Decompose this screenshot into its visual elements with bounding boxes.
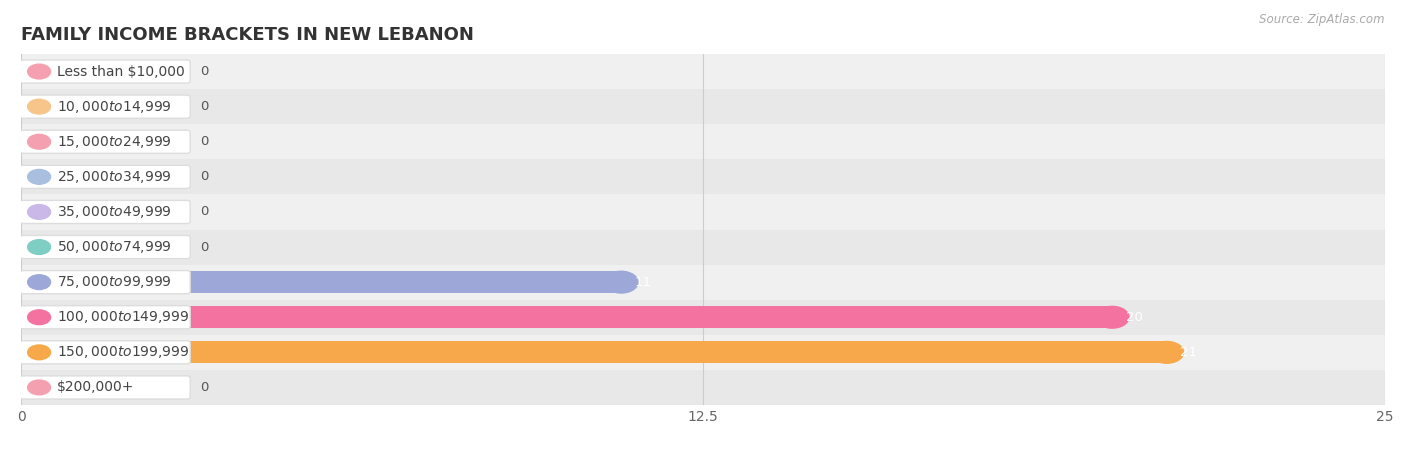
Text: 21: 21 — [1181, 346, 1198, 359]
Circle shape — [28, 240, 51, 254]
Bar — [21, 230, 1385, 265]
Bar — [21, 194, 1385, 230]
Circle shape — [28, 99, 51, 114]
Bar — [21, 300, 1385, 335]
Text: $75,000 to $99,999: $75,000 to $99,999 — [58, 274, 172, 290]
Bar — [21, 306, 1112, 328]
Bar — [21, 370, 1385, 405]
Text: 0: 0 — [201, 241, 209, 253]
Text: 0: 0 — [201, 171, 209, 183]
FancyBboxPatch shape — [20, 270, 190, 294]
FancyBboxPatch shape — [20, 200, 190, 224]
Text: Source: ZipAtlas.com: Source: ZipAtlas.com — [1260, 14, 1385, 27]
FancyBboxPatch shape — [20, 341, 190, 364]
Text: $10,000 to $14,999: $10,000 to $14,999 — [58, 99, 172, 115]
Bar — [21, 335, 1385, 370]
Text: Less than $10,000: Less than $10,000 — [58, 64, 184, 79]
FancyBboxPatch shape — [20, 95, 190, 118]
Text: 11: 11 — [636, 276, 652, 288]
FancyBboxPatch shape — [20, 306, 190, 329]
Text: 0: 0 — [201, 65, 209, 78]
Text: $35,000 to $49,999: $35,000 to $49,999 — [58, 204, 172, 220]
Text: 0: 0 — [201, 206, 209, 218]
Text: 0: 0 — [201, 100, 209, 113]
Bar — [21, 54, 1385, 89]
Text: $200,000+: $200,000+ — [58, 380, 135, 395]
Bar — [21, 89, 1385, 124]
Text: 0: 0 — [201, 135, 209, 148]
FancyBboxPatch shape — [20, 376, 190, 399]
Circle shape — [28, 310, 51, 324]
Circle shape — [28, 345, 51, 360]
Circle shape — [1095, 306, 1129, 328]
Circle shape — [28, 170, 51, 184]
Text: $150,000 to $199,999: $150,000 to $199,999 — [58, 344, 190, 360]
Bar — [21, 342, 1167, 363]
Text: $25,000 to $34,999: $25,000 to $34,999 — [58, 169, 172, 185]
FancyBboxPatch shape — [20, 235, 190, 259]
Circle shape — [605, 271, 638, 293]
Bar — [21, 265, 1385, 300]
Text: 20: 20 — [1126, 311, 1143, 324]
Circle shape — [28, 275, 51, 289]
Bar — [21, 159, 1385, 194]
Text: 0: 0 — [201, 381, 209, 394]
Circle shape — [1150, 342, 1184, 363]
Text: FAMILY INCOME BRACKETS IN NEW LEBANON: FAMILY INCOME BRACKETS IN NEW LEBANON — [21, 26, 474, 44]
Circle shape — [28, 64, 51, 79]
Text: $100,000 to $149,999: $100,000 to $149,999 — [58, 309, 190, 325]
FancyBboxPatch shape — [20, 130, 190, 153]
FancyBboxPatch shape — [20, 60, 190, 83]
Bar — [21, 271, 621, 293]
Text: $15,000 to $24,999: $15,000 to $24,999 — [58, 134, 172, 150]
Circle shape — [28, 380, 51, 395]
Text: $50,000 to $74,999: $50,000 to $74,999 — [58, 239, 172, 255]
Circle shape — [28, 205, 51, 219]
Bar — [21, 124, 1385, 159]
Circle shape — [28, 135, 51, 149]
FancyBboxPatch shape — [20, 165, 190, 189]
